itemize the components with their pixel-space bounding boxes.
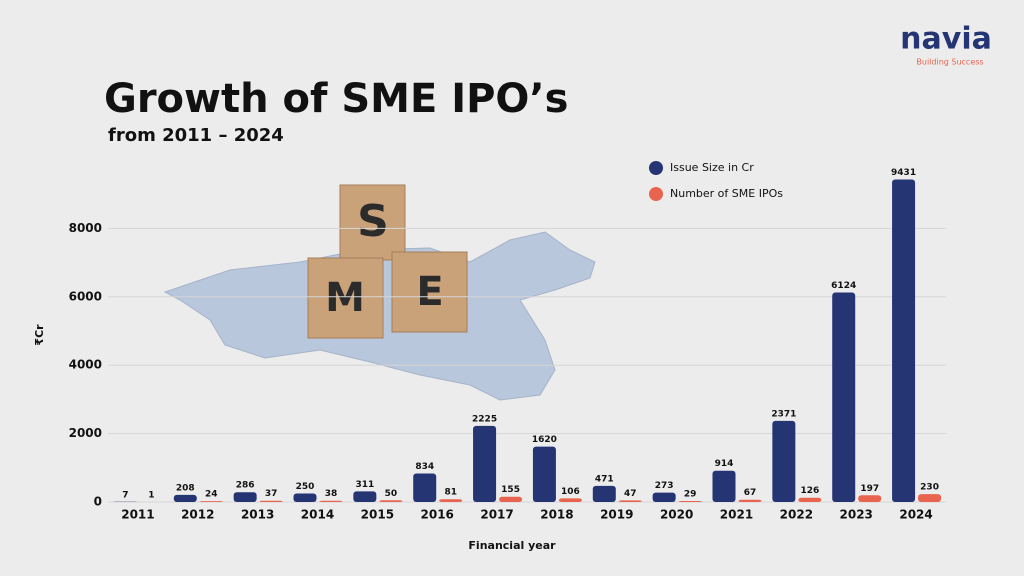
x-tick-label: 2012 [181,508,214,522]
x-tick-label: 2011 [121,508,154,522]
block-letter: M [325,275,365,321]
legend-swatch [649,161,663,175]
legend-swatch [649,187,663,201]
bar [678,501,702,502]
value-label: 67 [744,488,757,498]
value-label: 9431 [891,168,916,178]
y-tick-label: 8000 [69,221,102,235]
value-label: 126 [800,486,819,496]
chart-subtitle: from 2011 – 2024 [108,125,284,146]
bar [259,500,283,502]
value-label: 2371 [771,409,796,419]
value-label: 81 [444,488,457,498]
x-tick-label: 2020 [660,508,693,522]
bar [353,491,377,502]
chart-title: Growth of SME IPO’s [104,76,568,122]
bar [173,494,197,502]
value-label: 38 [325,489,338,499]
block [307,257,384,339]
bar [652,492,676,502]
value-label: 834 [415,462,434,472]
bar [712,470,736,502]
bar [738,499,762,502]
bar [293,493,317,502]
value-label: 106 [561,487,580,497]
x-tick-label: 2015 [361,508,394,522]
bar [413,473,437,502]
bar [918,494,942,502]
bar [233,492,257,502]
y-tick-label: 6000 [69,289,102,303]
value-label: 50 [385,489,398,499]
brand-name: navia [900,22,992,57]
value-label: 208 [176,483,195,493]
block-letter: S [357,196,389,247]
bar [592,485,616,502]
y-axis-label: ₹Cr [33,324,46,346]
y-tick-label: 4000 [69,358,102,372]
bar [532,446,556,502]
x-tick-label: 2024 [899,508,932,522]
x-axis-label: Financial year [468,539,556,552]
value-label: 7 [122,490,128,500]
value-label: 1 [148,490,154,500]
value-label: 1620 [532,435,557,445]
bar [473,425,497,502]
value-label: 24 [205,490,218,500]
value-label: 37 [265,489,278,499]
value-label: 197 [860,484,879,494]
x-tick-label: 2018 [540,508,573,522]
x-tick-label: 2014 [301,508,334,522]
bar [858,495,882,502]
value-label: 2225 [472,414,497,424]
value-label: 155 [501,485,520,495]
x-tick-label: 2017 [480,508,513,522]
value-label: 914 [715,459,734,469]
value-label: 273 [655,481,674,491]
bar [379,500,403,502]
x-tick-label: 2021 [720,508,753,522]
bar [319,500,343,502]
bar [199,501,223,502]
bar [439,499,463,502]
x-tick-label: 2016 [421,508,454,522]
value-label: 6124 [831,281,856,291]
x-tick-label: 2013 [241,508,274,522]
y-tick-label: 0 [94,495,102,509]
y-tick-label: 2000 [69,426,102,440]
bar [558,498,582,502]
brand-tagline: Building Success [916,58,983,67]
value-label: 311 [355,480,374,490]
bar [618,500,642,502]
block [339,184,406,261]
x-tick-label: 2022 [780,508,813,522]
bar [772,420,796,502]
value-label: 29 [684,490,697,500]
illustration: S M E [163,184,596,401]
block-letter: E [416,269,443,315]
x-tick-label: 2019 [600,508,633,522]
value-label: 250 [296,482,315,492]
block [391,251,468,333]
value-label: 47 [624,489,637,499]
value-label: 286 [236,481,255,491]
bar [892,179,916,503]
bar [832,292,856,502]
legend-label: Issue Size in Cr [670,161,754,174]
legend-label: Number of SME IPOs [670,187,783,200]
bar [798,497,822,502]
value-label: 471 [595,474,614,484]
logo: navia Building Success [900,22,992,67]
x-tick-label: 2023 [840,508,873,522]
value-label: 230 [920,483,939,493]
bar [499,496,523,502]
